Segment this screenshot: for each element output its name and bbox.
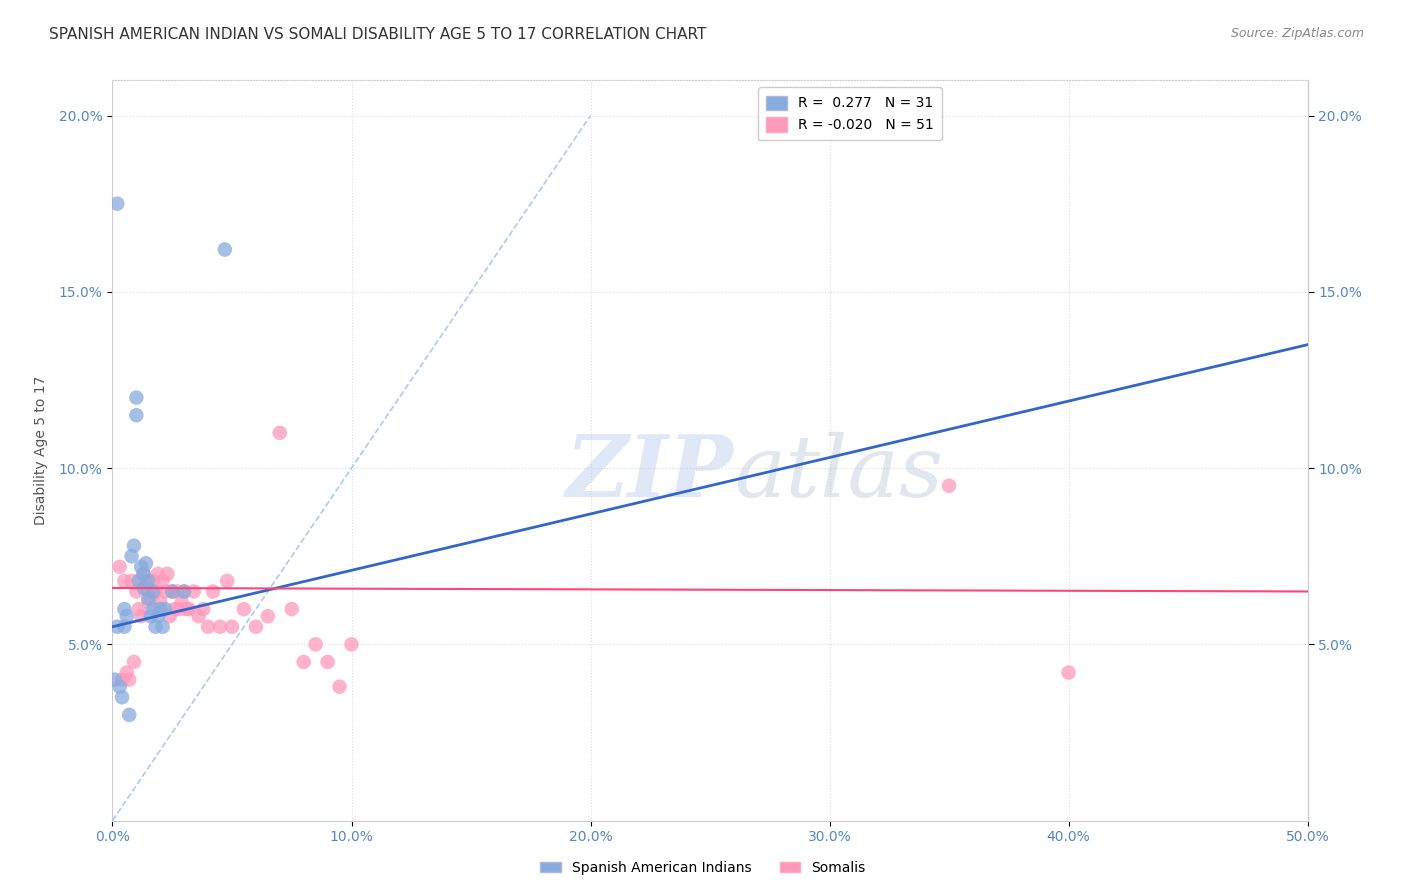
Point [201, 584, 224, 599]
Point [138, 584, 160, 599]
Point [217, 574, 239, 588]
Point [173, 584, 195, 599]
Point [121, 574, 143, 588]
Point [159, 609, 181, 624]
Point [146, 609, 169, 624]
Point [1057, 665, 1080, 680]
Point [125, 584, 148, 599]
Point [135, 556, 157, 570]
Point [292, 655, 315, 669]
Point [125, 391, 148, 405]
Point [128, 574, 150, 588]
Point [105, 196, 128, 211]
Point [111, 673, 134, 687]
Point [163, 602, 186, 616]
Point [142, 602, 165, 616]
Point [138, 595, 160, 609]
Point [305, 637, 328, 651]
Point [145, 620, 167, 634]
Point [269, 425, 291, 440]
Point [177, 602, 200, 616]
Point [169, 602, 191, 616]
Point [340, 637, 363, 651]
Point [214, 243, 236, 257]
Point [139, 609, 162, 624]
Point [132, 566, 155, 581]
Point [115, 609, 138, 624]
Text: SPANISH AMERICAN INDIAN VS SOMALI DISABILITY AGE 5 TO 17 CORRELATION CHART: SPANISH AMERICAN INDIAN VS SOMALI DISABI… [49, 27, 707, 42]
Point [193, 602, 215, 616]
Point [153, 584, 176, 599]
Point [114, 574, 135, 588]
Point [197, 620, 219, 634]
Point [138, 591, 160, 606]
Point [245, 620, 267, 634]
Point [146, 566, 169, 581]
Point [122, 539, 145, 553]
Point [142, 584, 165, 599]
Point [152, 574, 174, 588]
Point [316, 655, 339, 669]
Point [135, 574, 157, 588]
Point [108, 680, 131, 694]
Point [187, 609, 209, 624]
Point [176, 602, 198, 616]
Point [118, 707, 141, 722]
Point [132, 581, 155, 595]
Point [183, 584, 205, 599]
Point [153, 602, 176, 616]
Text: ZIP: ZIP [567, 431, 734, 515]
Point [129, 609, 152, 624]
Point [121, 549, 143, 564]
Point [156, 566, 179, 581]
Point [166, 584, 188, 599]
Legend: R =  0.277   N = 31, R = -0.020   N = 51: R = 0.277 N = 31, R = -0.020 N = 51 [758, 87, 942, 140]
Point [129, 559, 152, 574]
Text: atlas: atlas [734, 432, 943, 514]
Point [149, 595, 172, 609]
Point [128, 602, 150, 616]
Point [209, 620, 232, 634]
Point [111, 690, 134, 705]
Point [114, 602, 135, 616]
Point [162, 584, 183, 599]
Point [162, 584, 183, 599]
Point [233, 602, 256, 616]
Point [152, 620, 174, 634]
Point [108, 559, 131, 574]
Point [139, 591, 162, 606]
Text: Source: ZipAtlas.com: Source: ZipAtlas.com [1230, 27, 1364, 40]
Point [149, 602, 172, 616]
Point [329, 680, 352, 694]
Y-axis label: Disability Age 5 to 17: Disability Age 5 to 17 [34, 376, 48, 525]
Point [170, 595, 193, 609]
Legend: Spanish American Indians, Somalis: Spanish American Indians, Somalis [534, 855, 872, 880]
Point [115, 665, 138, 680]
Point [105, 620, 128, 634]
Point [114, 620, 135, 634]
Point [104, 673, 127, 687]
Point [138, 574, 160, 588]
Point [173, 584, 195, 599]
Point [125, 408, 148, 422]
Point [221, 620, 243, 634]
Point [122, 655, 145, 669]
Point [938, 479, 960, 493]
Point [281, 602, 304, 616]
Point [257, 609, 280, 624]
Point [145, 584, 167, 599]
Point [118, 673, 141, 687]
Point [132, 566, 155, 581]
Point [142, 574, 165, 588]
